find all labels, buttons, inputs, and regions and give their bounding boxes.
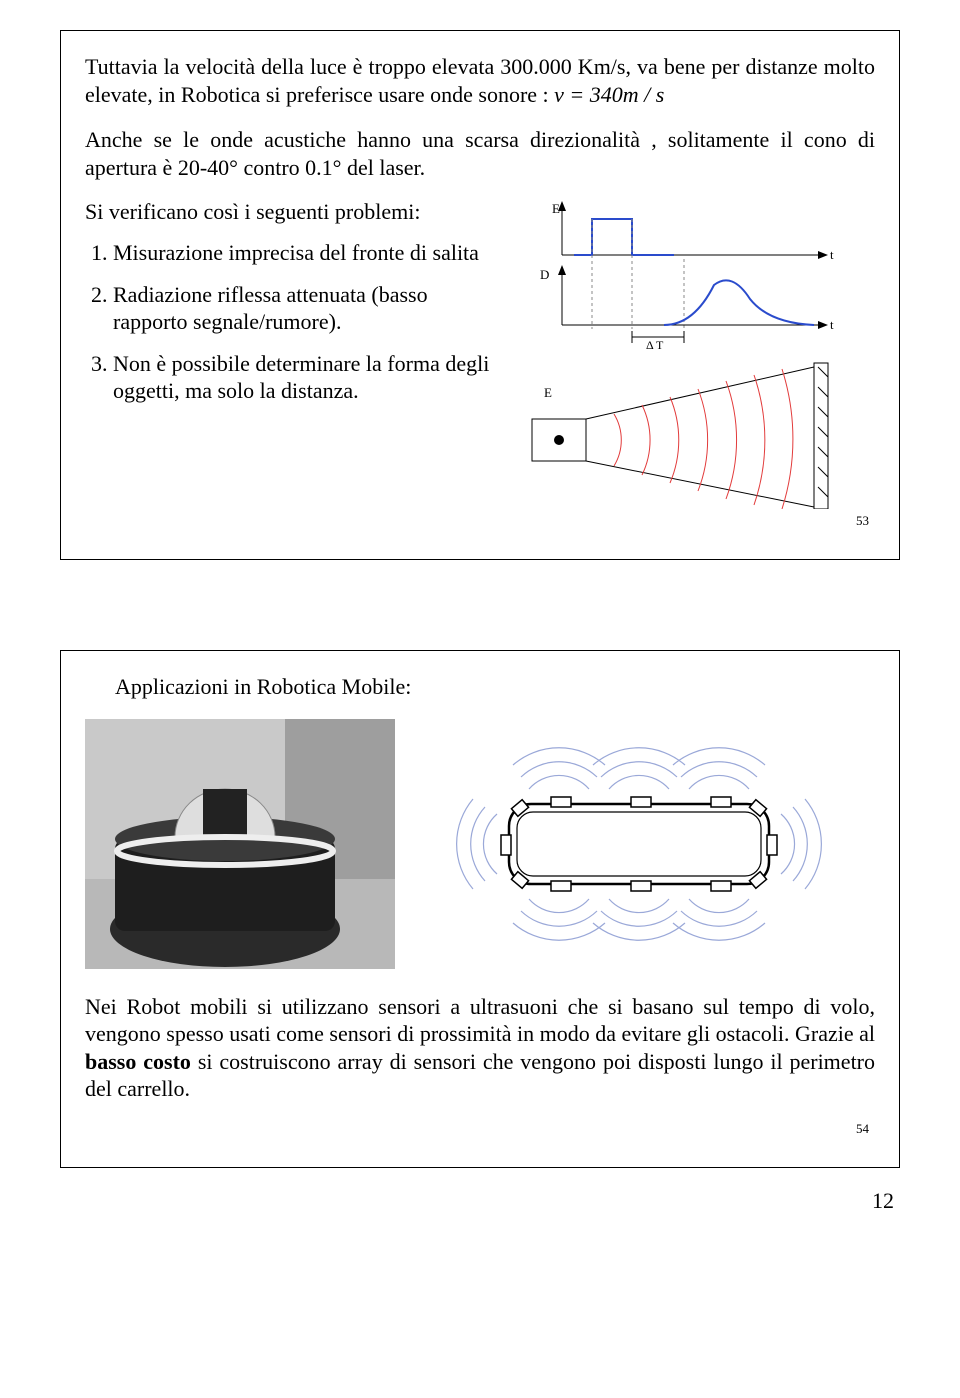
problems-list: Misurazione imprecisa del fronte di sali… [85, 239, 496, 405]
svg-text:E: E [552, 201, 560, 216]
svg-text:t: t [830, 317, 834, 332]
paragraph-2: Anche se le onde acustiche hanno una sca… [85, 126, 875, 181]
svg-text:E: E [544, 385, 552, 400]
problem-item: Radiazione riflessa attenuata (basso rap… [113, 281, 496, 336]
timing-diagram-icon: E t D [514, 199, 844, 349]
formula-speed: ν = 340m / s [554, 82, 664, 107]
slide-box-1: Tuttavia la velocità della luce è troppo… [60, 30, 900, 560]
para-text-tail: si costruiscono array di sensori che ven… [85, 1049, 875, 1102]
document-page-number: 12 [60, 1188, 900, 1214]
sonar-cone-icon: E [514, 359, 844, 509]
slide-page-number: 54 [85, 1121, 875, 1137]
bold-text: basso costo [85, 1049, 191, 1074]
slide-page-number: 53 [85, 513, 875, 529]
svg-text:D: D [540, 267, 549, 282]
sonar-array-diagram-icon [409, 719, 869, 969]
problem-item: Non è possibile determinare la forma deg… [113, 350, 496, 405]
problems-heading: Si verificano così i seguenti problemi: [85, 199, 496, 225]
slide-box-2: Applicazioni in Robotica Mobile: [60, 650, 900, 1168]
applications-heading: Applicazioni in Robotica Mobile: [115, 673, 875, 701]
para-text-lead: Nei Robot mobili si utilizzano sensori a… [85, 994, 875, 1047]
problem-item: Misurazione imprecisa del fronte di sali… [113, 239, 496, 267]
svg-text:Δ T: Δ T [646, 338, 664, 349]
paragraph-applications: Nei Robot mobili si utilizzano sensori a… [85, 993, 875, 1103]
paragraph-1: Tuttavia la velocità della luce è troppo… [85, 53, 875, 108]
para1-text: Tuttavia la velocità della luce è troppo… [85, 54, 875, 107]
svg-text:t: t [830, 247, 834, 262]
robot-photo-icon [85, 719, 395, 969]
